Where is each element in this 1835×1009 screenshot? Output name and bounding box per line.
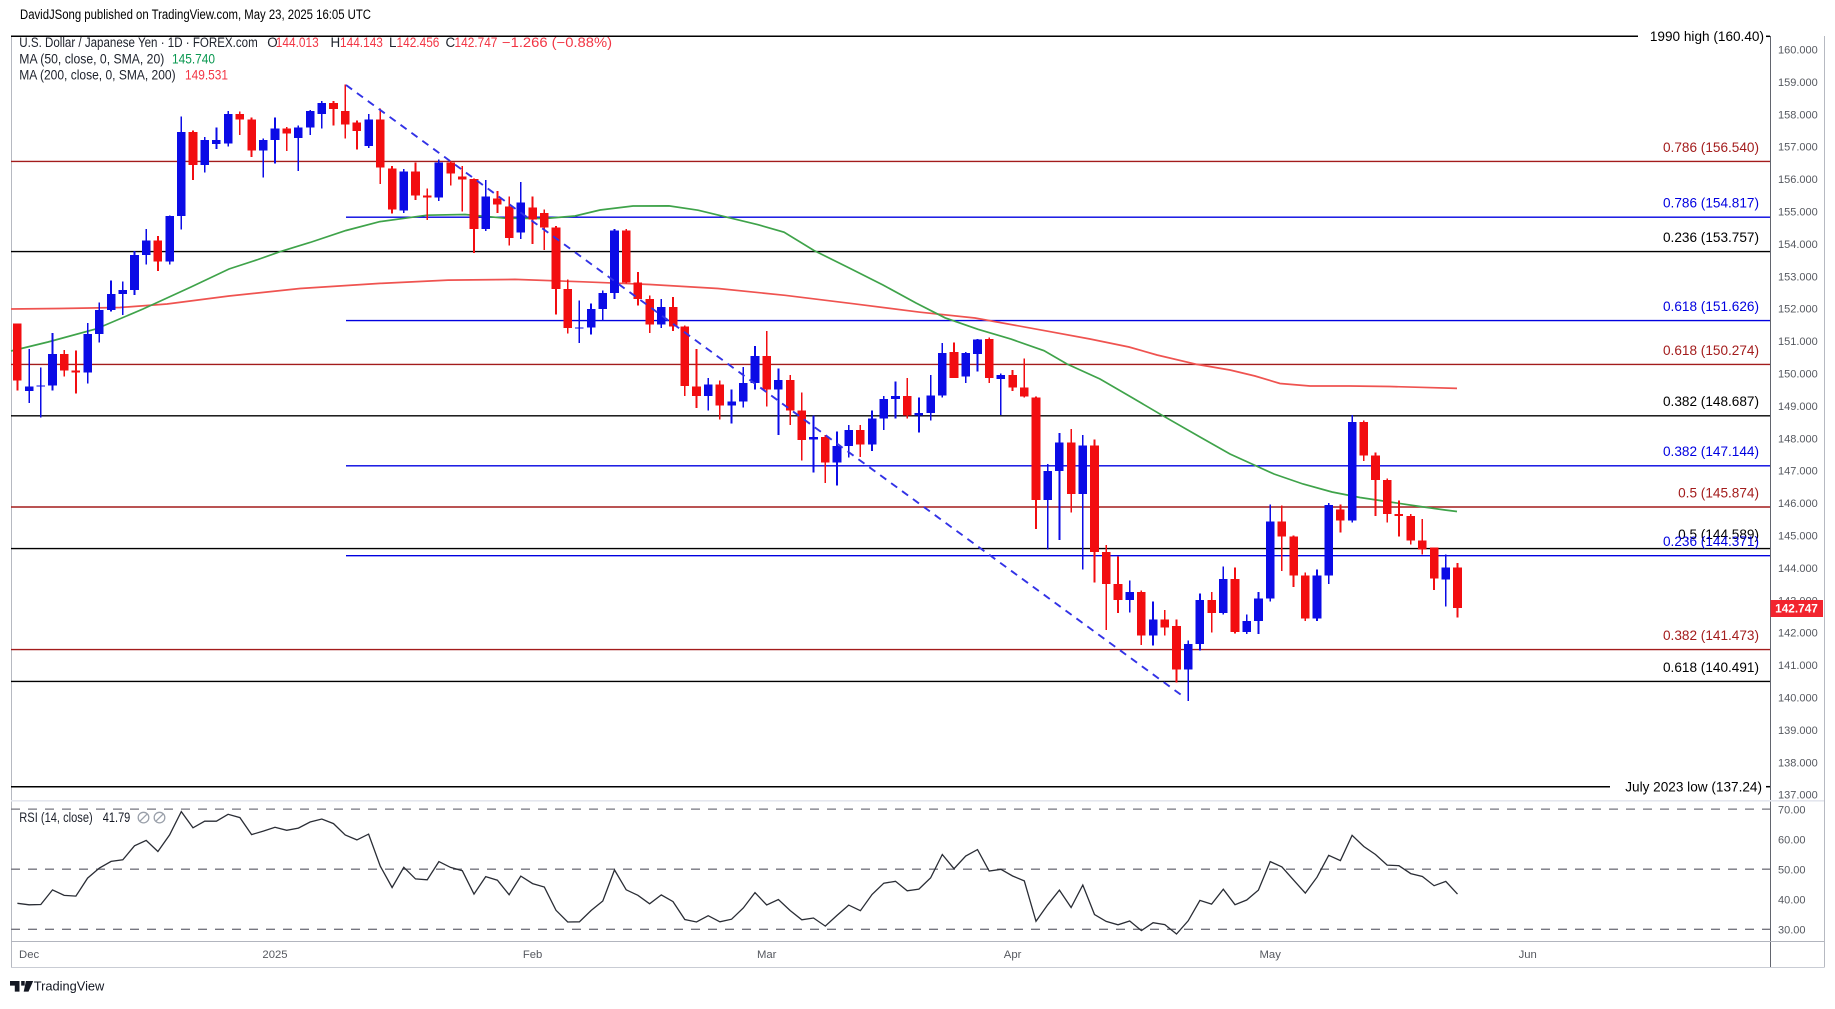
svg-text:153.000: 153.000 [1778, 271, 1818, 283]
svg-text:151.000: 151.000 [1778, 336, 1818, 348]
svg-text:Mar: Mar [757, 949, 777, 961]
svg-text:145.000: 145.000 [1778, 531, 1818, 543]
svg-text:Feb: Feb [523, 949, 542, 961]
svg-text:155.000: 155.000 [1778, 207, 1818, 219]
svg-text:150.000: 150.000 [1778, 369, 1818, 381]
svg-text:Dec: Dec [19, 949, 39, 961]
svg-text:156.000: 156.000 [1778, 174, 1818, 186]
svg-text:0.618 (140.491): 0.618 (140.491) [1663, 660, 1759, 675]
svg-text:RSI (14, close)41.79: RSI (14, close) 41.79 [19, 810, 130, 825]
svg-text:0.5 (144.589): 0.5 (144.589) [1678, 527, 1759, 542]
svg-text:U.S. Dollar / Japanese Yen · 1: U.S. Dollar / Japanese Yen · 1D · FOREX.… [19, 35, 612, 50]
svg-text:148.000: 148.000 [1778, 433, 1818, 445]
svg-text:1990 high (160.40): 1990 high (160.40) [1650, 29, 1764, 44]
svg-text:160.000: 160.000 [1778, 45, 1818, 57]
svg-text:0.382 (147.144): 0.382 (147.144) [1663, 444, 1759, 459]
svg-text:2025: 2025 [262, 949, 287, 961]
svg-text:MA (50, close, 0, SMA, 20)145.: MA (50, close, 0, SMA, 20) 145.740 [19, 52, 215, 67]
svg-text:137.000: 137.000 [1778, 790, 1818, 802]
svg-text:MA (200, close, 0, SMA, 200)14: MA (200, close, 0, SMA, 200) 149.531 [19, 68, 228, 83]
svg-text:157.000: 157.000 [1778, 142, 1818, 154]
svg-text:0.786 (154.817): 0.786 (154.817) [1663, 196, 1759, 211]
svg-text:149.000: 149.000 [1778, 401, 1818, 413]
svg-text:0.5 (145.874): 0.5 (145.874) [1678, 485, 1759, 500]
svg-text:159.000: 159.000 [1778, 77, 1818, 89]
svg-text:60.00: 60.00 [1778, 834, 1806, 846]
svg-text:Apr: Apr [1004, 949, 1022, 961]
svg-text:140.000: 140.000 [1778, 693, 1818, 705]
svg-text:0.236 (144.371): 0.236 (144.371) [1663, 534, 1759, 549]
svg-text:0.382 (141.473): 0.382 (141.473) [1663, 628, 1759, 643]
svg-text:142.747: 142.747 [1775, 602, 1818, 616]
svg-text:147.000: 147.000 [1778, 466, 1818, 478]
svg-text:146.000: 146.000 [1778, 498, 1818, 510]
svg-text:0.618 (150.274): 0.618 (150.274) [1663, 343, 1759, 358]
svg-text:0.618 (151.626): 0.618 (151.626) [1663, 299, 1759, 314]
svg-text:70.00: 70.00 [1778, 804, 1806, 816]
svg-text:154.000: 154.000 [1778, 239, 1818, 251]
svg-text:40.00: 40.00 [1778, 895, 1806, 907]
svg-text:July 2023 low (137.24): July 2023 low (137.24) [1625, 779, 1762, 794]
svg-text:142.000: 142.000 [1778, 628, 1818, 640]
svg-text:152.000: 152.000 [1778, 304, 1818, 316]
svg-text:50.00: 50.00 [1778, 864, 1806, 876]
svg-text:158.000: 158.000 [1778, 109, 1818, 121]
svg-text:144.000: 144.000 [1778, 563, 1818, 575]
svg-text:0.236 (153.757): 0.236 (153.757) [1663, 230, 1759, 245]
svg-text:DavidJSong published on Tradin: DavidJSong published on TradingView.com,… [20, 7, 371, 22]
svg-text:30.00: 30.00 [1778, 925, 1806, 937]
svg-text:TradingView: TradingView [34, 978, 105, 993]
svg-text:May: May [1260, 949, 1282, 961]
svg-text:139.000: 139.000 [1778, 725, 1818, 737]
svg-text:138.000: 138.000 [1778, 757, 1818, 769]
svg-text:0.786 (156.540): 0.786 (156.540) [1663, 140, 1759, 155]
svg-text:Jun: Jun [1519, 949, 1537, 961]
svg-text:141.000: 141.000 [1778, 660, 1818, 672]
svg-text:0.382 (148.687): 0.382 (148.687) [1663, 394, 1759, 409]
